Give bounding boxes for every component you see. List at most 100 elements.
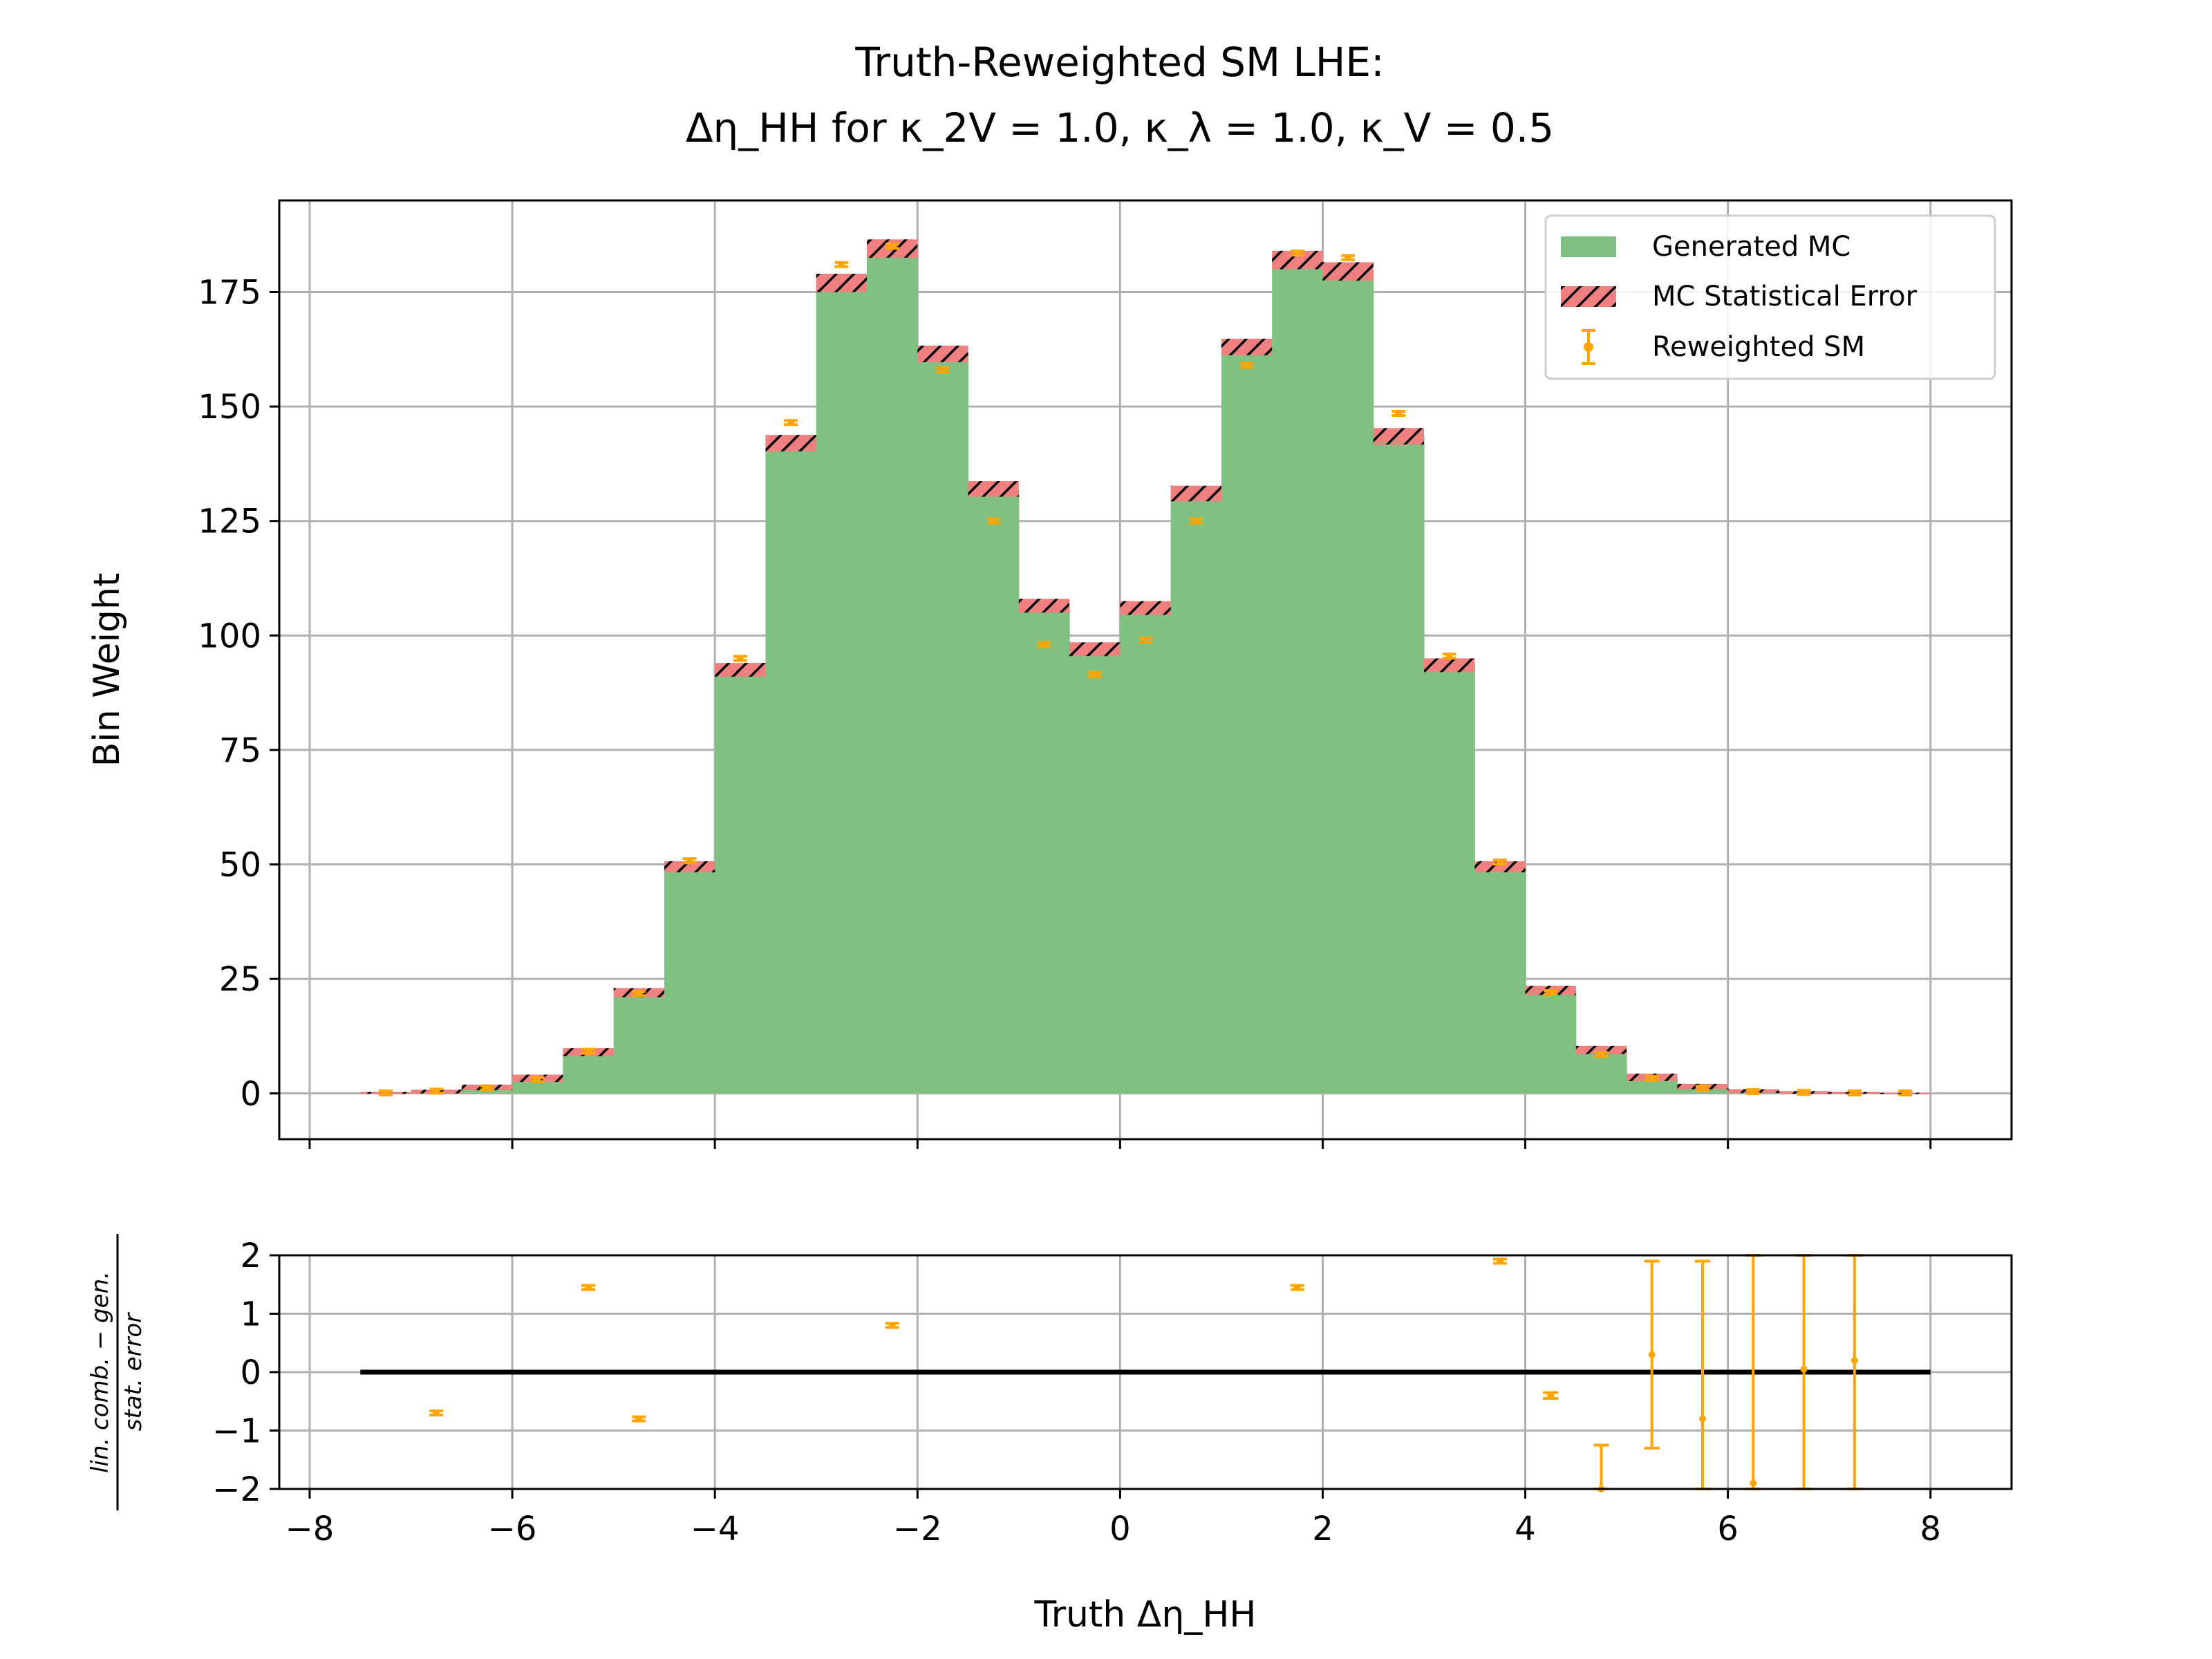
reweighted-sm-marker [1902, 1089, 1909, 1097]
reweighted-sm-point [1442, 653, 1456, 660]
mc-staterr-band [765, 435, 816, 452]
reweighted-sm-point [1341, 254, 1356, 261]
mc-staterr-band [1575, 1045, 1627, 1054]
main-y-tick-label: 25 [219, 960, 261, 999]
generated-mc-bar [1373, 436, 1425, 1094]
ratio-point [1290, 1284, 1304, 1291]
legend: Generated MC MC Statistical Error Reweig… [1544, 214, 1996, 380]
generated-mc-bar [1322, 271, 1374, 1094]
ratio-y-tick-label: −2 [212, 1470, 261, 1509]
mc-staterr-band [1170, 485, 1221, 502]
reweighted-sm-marker [1597, 1051, 1605, 1058]
main-y-tick-label: 175 [198, 273, 261, 312]
main-plot: 0 25 50 75 100 125 150 175 Bin Weight Generated… [86, 199, 2013, 1149]
reweighted-sm-point [480, 1084, 494, 1091]
ratio-y-tick-label: 2 [240, 1237, 261, 1275]
legend-label-reweighted: Reweighted SM [1652, 331, 1865, 363]
ratio-x-tick-label: 0 [1109, 1510, 1131, 1548]
main-y-ticks: 0 25 50 75 100 125 150 175 [198, 273, 279, 1114]
reweighted-sm-point [1746, 1088, 1761, 1096]
reweighted-sm-marker [1395, 410, 1403, 418]
reweighted-sm-marker [635, 990, 643, 997]
mc-staterr-band [1474, 861, 1526, 872]
ratio-point [885, 1322, 899, 1329]
ratio-x-ticks: −8 −6 −4 −2 0 2 4 6 8 [285, 1489, 1941, 1548]
reweighted-sm-point [682, 857, 697, 865]
generated-mc-bar [664, 866, 715, 1094]
reweighted-sm-point [530, 1076, 545, 1083]
main-plot-frame [278, 199, 2013, 1141]
reweighted-sm-marker [1091, 671, 1098, 678]
ratio-point [429, 1409, 444, 1417]
legend-frame [1544, 214, 1996, 380]
reweighted-sm-point [429, 1087, 444, 1095]
reweighted-sm-marker [1445, 653, 1453, 660]
mc-staterr-band [1069, 642, 1121, 657]
generated-mc-bar [613, 993, 665, 1094]
reweighted-sm-marker [483, 1084, 491, 1091]
main-y-tick-label: 150 [198, 388, 261, 427]
main-x-ticks [308, 1139, 1932, 1149]
mc-staterr-band [1322, 262, 1374, 281]
generated-mc-bars [360, 248, 1931, 1094]
reweighted-sm-marker [534, 1076, 541, 1083]
reweighted-sm-point [1644, 1074, 1659, 1082]
legend-swatch-reweighted [1582, 329, 1595, 365]
ratio-x-tick-label: −8 [285, 1510, 335, 1548]
generated-mc-bar [1018, 606, 1070, 1094]
reweighted-sm-point [733, 655, 747, 662]
reweighted-sm-point [1797, 1089, 1811, 1096]
reweighted-sm-marker [584, 1047, 592, 1055]
ratio-marker [1547, 1391, 1555, 1399]
mc-staterr-band [1424, 658, 1475, 673]
reweighted-sm-marker [838, 261, 845, 268]
ratio-marker [1648, 1351, 1656, 1358]
ratio-point [581, 1284, 595, 1291]
ratio-x-tick-label: 2 [1312, 1510, 1333, 1548]
reweighted-sm-marker [1344, 254, 1352, 261]
ratio-x-tick-label: −4 [691, 1510, 740, 1548]
generated-mc-bar [1120, 608, 1172, 1094]
generated-mc-bar [512, 1078, 563, 1094]
mc-staterr-band [968, 481, 1019, 497]
ratio-y-tick-label: 0 [240, 1353, 261, 1392]
ratio-marker [584, 1284, 592, 1291]
generated-mc-bar [563, 1052, 615, 1094]
ratio-point [1593, 1443, 1609, 1492]
mc-staterr-band [816, 273, 867, 292]
reweighted-sm-marker [1547, 989, 1555, 997]
reweighted-sm-point [632, 990, 646, 997]
ratio-y-tick-label: −1 [212, 1412, 261, 1451]
ratio-marker [888, 1322, 896, 1329]
generated-mc-bar [1424, 665, 1475, 1094]
reweighted-sm-point [885, 243, 899, 250]
reweighted-sm-point [784, 419, 798, 427]
reweighted-sm-marker [1648, 1074, 1656, 1082]
generated-mc-bar [765, 443, 817, 1094]
reweighted-sm-marker [686, 857, 693, 865]
reweighted-sm-marker [787, 419, 795, 427]
x-axis-label: Truth Δη_HH [1033, 1594, 1256, 1635]
reweighted-sm-marker [990, 517, 997, 525]
reweighted-sm-point [1087, 671, 1102, 678]
reweighted-sm-point [1037, 641, 1051, 648]
reweighted-sm-marker [939, 366, 946, 374]
reweighted-sm-marker [1192, 517, 1200, 525]
ratio-marker [1800, 1365, 1808, 1373]
mc-staterr-band [1221, 339, 1273, 355]
legend-swatch-generated [1561, 236, 1616, 257]
legend-swatch-staterr [1561, 286, 1616, 307]
reweighted-sm-point [1492, 859, 1507, 866]
generated-mc-bar [715, 670, 767, 1094]
generated-mc-bar [1221, 346, 1273, 1094]
ratio-y-axis-label: lin. comb. − gen. stat. error [86, 1234, 147, 1510]
generated-mc-bar [866, 248, 918, 1094]
ratio-point [1543, 1391, 1559, 1400]
ratio-point [1695, 1259, 1711, 1490]
generated-mc-bar [1069, 649, 1121, 1094]
chart-title-line2: Δη_HH for κ_2V = 1.0, κ_λ = 1.0, κ_V = 0… [686, 104, 1554, 151]
ratio-label-numerator: lin. comb. − gen. [86, 1271, 114, 1473]
ratio-y-ticks: −2 −1 0 1 2 [212, 1237, 279, 1509]
reweighted-sm-point [834, 261, 849, 268]
